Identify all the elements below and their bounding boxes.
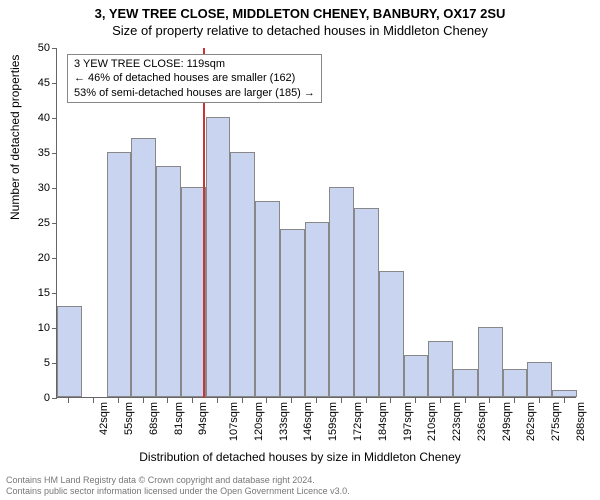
histogram-bar [503, 369, 528, 397]
x-tick-mark [489, 398, 490, 403]
histogram-bar [131, 138, 156, 397]
footer-line1: Contains HM Land Registry data © Crown c… [6, 475, 350, 486]
x-tick-mark [291, 398, 292, 403]
y-tick-label: 20 [20, 252, 50, 264]
x-tick-mark [316, 398, 317, 403]
y-tick-label: 10 [20, 322, 50, 334]
x-tick-mark [514, 398, 515, 403]
histogram-bar [230, 152, 255, 397]
x-tick-label: 68sqm [148, 402, 160, 435]
x-tick-mark [68, 398, 69, 403]
x-tick-mark [118, 398, 119, 403]
x-tick-label: 223sqm [451, 402, 463, 441]
y-tick-mark [52, 118, 57, 119]
y-tick-label: 0 [20, 392, 50, 404]
x-tick-mark [415, 398, 416, 403]
y-tick-label: 25 [20, 217, 50, 229]
x-tick-mark [366, 398, 367, 403]
y-tick-mark [52, 398, 57, 399]
footer-line2: Contains public sector information licen… [6, 486, 350, 497]
histogram-bar [404, 355, 429, 397]
histogram-bar [107, 152, 132, 397]
x-tick-mark [341, 398, 342, 403]
y-tick-mark [52, 48, 57, 49]
x-tick-label: 184sqm [377, 402, 389, 441]
histogram-bar [552, 390, 577, 397]
histogram-bar [478, 327, 503, 397]
x-tick-label: 210sqm [426, 402, 438, 441]
y-tick-mark [52, 188, 57, 189]
y-tick-label: 40 [20, 112, 50, 124]
annotation-line3: 53% of semi-detached houses are larger (… [74, 86, 315, 100]
x-tick-label: 275sqm [550, 402, 562, 441]
page-title: 3, YEW TREE CLOSE, MIDDLETON CHENEY, BAN… [0, 0, 600, 21]
x-tick-label: 197sqm [402, 402, 414, 441]
annotation-box: 3 YEW TREE CLOSE: 119sqm← 46% of detache… [67, 54, 322, 103]
x-tick-label: 236sqm [476, 402, 488, 441]
y-tick-mark [52, 328, 57, 329]
histogram-bar [354, 208, 379, 397]
y-tick-label: 45 [20, 77, 50, 89]
x-tick-mark [539, 398, 540, 403]
x-tick-mark [266, 398, 267, 403]
x-tick-mark [167, 398, 168, 403]
x-tick-label: 249sqm [501, 402, 513, 441]
x-tick-label: 42sqm [98, 402, 110, 435]
y-tick-mark [52, 153, 57, 154]
chart-area: 3 YEW TREE CLOSE: 119sqm← 46% of detache… [56, 48, 576, 398]
histogram-bar [527, 362, 552, 397]
x-tick-label: 107sqm [228, 402, 240, 441]
x-tick-label: 159sqm [327, 402, 339, 441]
histogram-bar [57, 306, 82, 397]
x-tick-label: 81sqm [173, 402, 185, 435]
y-tick-mark [52, 223, 57, 224]
x-tick-mark [192, 398, 193, 403]
y-tick-mark [52, 83, 57, 84]
y-tick-mark [52, 293, 57, 294]
x-tick-mark [217, 398, 218, 403]
plot-region: 3 YEW TREE CLOSE: 119sqm← 46% of detache… [56, 48, 576, 398]
x-tick-label: 94sqm [197, 402, 209, 435]
page-subtitle: Size of property relative to detached ho… [0, 21, 600, 38]
x-tick-mark [143, 398, 144, 403]
y-tick-label: 50 [20, 42, 50, 54]
histogram-bar [255, 201, 280, 397]
histogram-bar [156, 166, 181, 397]
x-tick-mark [242, 398, 243, 403]
histogram-bar [428, 341, 453, 397]
y-tick-mark [52, 258, 57, 259]
x-tick-mark [390, 398, 391, 403]
x-tick-mark [93, 398, 94, 403]
histogram-bar [329, 187, 354, 397]
y-tick-label: 30 [20, 182, 50, 194]
x-tick-label: 55sqm [123, 402, 135, 435]
histogram-bar [280, 229, 305, 397]
y-tick-mark [52, 363, 57, 364]
annotation-line2: ← 46% of detached houses are smaller (16… [74, 71, 315, 85]
x-tick-mark [465, 398, 466, 403]
y-tick-label: 35 [20, 147, 50, 159]
x-tick-label: 262sqm [525, 402, 537, 441]
x-tick-label: 133sqm [278, 402, 290, 441]
y-tick-label: 5 [20, 357, 50, 369]
footer-attribution: Contains HM Land Registry data © Crown c… [6, 475, 350, 497]
histogram-bar [453, 369, 478, 397]
x-tick-mark [564, 398, 565, 403]
histogram-bar [206, 117, 231, 397]
x-tick-label: 288sqm [575, 402, 587, 441]
annotation-line1: 3 YEW TREE CLOSE: 119sqm [74, 57, 315, 71]
x-axis-label: Distribution of detached houses by size … [0, 450, 600, 464]
x-tick-label: 172sqm [352, 402, 364, 441]
x-tick-mark [440, 398, 441, 403]
x-tick-label: 120sqm [253, 402, 265, 441]
histogram-bar [181, 187, 206, 397]
x-tick-label: 146sqm [303, 402, 315, 441]
histogram-bar [305, 222, 330, 397]
histogram-bar [379, 271, 404, 397]
y-tick-label: 15 [20, 287, 50, 299]
